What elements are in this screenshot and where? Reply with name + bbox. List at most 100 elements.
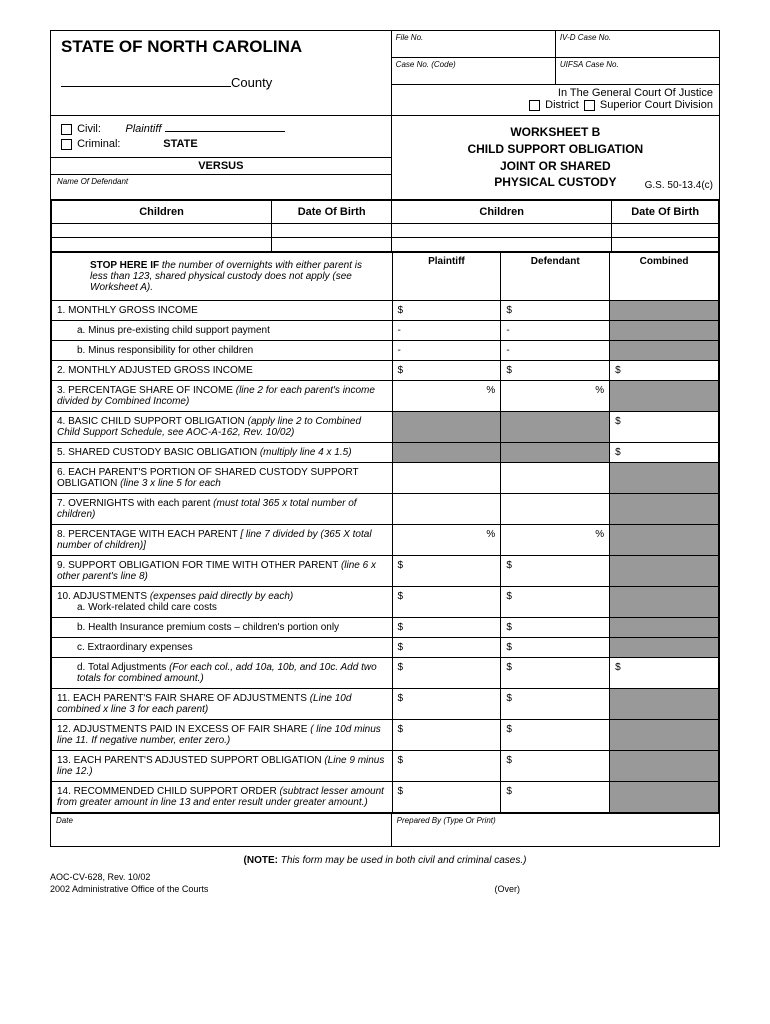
r4-p	[392, 412, 501, 443]
r3-d[interactable]: %	[501, 381, 610, 412]
row-11: 11. EACH PARENT'S FAIR SHARE OF ADJUSTME…	[52, 689, 719, 720]
row-3: 3. PERCENTAGE SHARE OF INCOME (line 2 fo…	[52, 381, 719, 412]
r7-p[interactable]	[392, 494, 501, 525]
ws-line1: WORKSHEET B	[396, 124, 715, 141]
r10d-d[interactable]: $	[501, 658, 610, 689]
r10b-label: b. Health Insurance premium costs – chil…	[52, 618, 393, 638]
r8-p[interactable]: %	[392, 525, 501, 556]
r3-p[interactable]: %	[392, 381, 501, 412]
r10c-d[interactable]: $	[501, 638, 610, 658]
row-7: 7. OVERNIGHTS with each parent (must tot…	[52, 494, 719, 525]
r6-d[interactable]	[501, 463, 610, 494]
r9-d[interactable]: $	[501, 556, 610, 587]
header-row: STATE OF NORTH CAROLINA County File No. …	[51, 31, 719, 116]
row-1: 1. MONTHLY GROSS INCOME $ $	[52, 301, 719, 321]
r10b-p[interactable]: $	[392, 618, 501, 638]
r1a-label: a. Minus pre-existing child support paym…	[52, 321, 393, 341]
children-table: Children Date Of Birth Children Date Of …	[51, 200, 719, 252]
r1b-p[interactable]: -	[392, 341, 501, 361]
r5-c[interactable]: $	[610, 443, 719, 463]
county-input-line[interactable]	[61, 86, 231, 87]
civil-checkbox[interactable]	[61, 124, 72, 135]
row-14: 14. RECOMMENDED CHILD SUPPORT ORDER (sub…	[52, 782, 719, 813]
r8-d[interactable]: %	[501, 525, 610, 556]
case-code-cell[interactable]: Case No. (Code)	[392, 58, 556, 84]
r1a-p[interactable]: -	[392, 321, 501, 341]
calc-table: STOP HERE IF the number of overnights wi…	[51, 252, 719, 813]
form-container: STATE OF NORTH CAROLINA County File No. …	[50, 30, 720, 847]
r10b-d[interactable]: $	[501, 618, 610, 638]
r10c-p[interactable]: $	[392, 638, 501, 658]
row-6: 6. EACH PARENT'S PORTION OF SHARED CUSTO…	[52, 463, 719, 494]
r4-c[interactable]: $	[610, 412, 719, 443]
r6-p[interactable]	[392, 463, 501, 494]
r10c-c	[610, 638, 719, 658]
r6-c	[610, 463, 719, 494]
r5-label: 5. SHARED CUSTODY BASIC OBLIGATION (mult…	[52, 443, 393, 463]
uifsa-cell[interactable]: UIFSA Case No.	[556, 58, 719, 84]
r1-c	[610, 301, 719, 321]
versus: VERSUS	[51, 157, 391, 175]
civil-line: Civil: Plaintiff	[59, 123, 383, 135]
criminal-checkbox[interactable]	[61, 139, 72, 150]
r2-p[interactable]: $	[392, 361, 501, 381]
plaintiff-input-line[interactable]	[165, 131, 285, 132]
district-checkbox[interactable]	[529, 100, 540, 111]
r1-p[interactable]: $	[392, 301, 501, 321]
stop-cell: STOP HERE IF the number of overnights wi…	[52, 253, 393, 301]
row-4: 4. BASIC CHILD SUPPORT OBLIGATION (apply…	[52, 412, 719, 443]
prepared-cell[interactable]: Prepared By (Type Or Print)	[392, 814, 719, 846]
district-label: District	[545, 99, 579, 111]
r10c-label: c. Extraordinary expenses	[52, 638, 393, 658]
r11-c	[610, 689, 719, 720]
file-no-cell[interactable]: File No.	[392, 31, 556, 57]
r10-p[interactable]: $	[392, 587, 501, 618]
defendant-label[interactable]: Name Of Defendant	[51, 175, 391, 195]
form-info: AOC-CV-628, Rev. 10/02 2002 Administrati…	[50, 870, 208, 894]
row-9: 9. SUPPORT OBLIGATION FOR TIME WITH OTHE…	[52, 556, 719, 587]
r10-d[interactable]: $	[501, 587, 610, 618]
gs-ref: G.S. 50-13.4(c)	[645, 179, 713, 193]
r1b-d[interactable]: -	[501, 341, 610, 361]
plaintiff-label: Plaintiff	[125, 123, 161, 135]
r12-p[interactable]: $	[392, 720, 501, 751]
r9-p[interactable]: $	[392, 556, 501, 587]
r10-label: 10. ADJUSTMENTS (expenses paid directly …	[52, 587, 393, 618]
r7-c	[610, 494, 719, 525]
ivd-cell[interactable]: IV-D Case No.	[556, 31, 719, 57]
r13-d[interactable]: $	[501, 751, 610, 782]
r14-p[interactable]: $	[392, 782, 501, 813]
r8-c	[610, 525, 719, 556]
r7-d[interactable]	[501, 494, 610, 525]
r14-d[interactable]: $	[501, 782, 610, 813]
r10d-p[interactable]: $	[392, 658, 501, 689]
county-line: County	[61, 75, 381, 90]
r3-c	[610, 381, 719, 412]
r10d-c[interactable]: $	[610, 658, 719, 689]
r1a-d[interactable]: -	[501, 321, 610, 341]
r11-d[interactable]: $	[501, 689, 610, 720]
r1-d[interactable]: $	[501, 301, 610, 321]
r10-c	[610, 587, 719, 618]
row-12: 12. ADJUSTMENTS PAID IN EXCESS OF FAIR S…	[52, 720, 719, 751]
r2-d[interactable]: $	[501, 361, 610, 381]
note: (NOTE: This form may be used in both civ…	[50, 855, 720, 866]
date-cell[interactable]: Date	[51, 814, 392, 846]
court-line1: In The General Court Of Justice	[398, 87, 713, 99]
header-left: STATE OF NORTH CAROLINA County	[51, 31, 392, 115]
r3-label: 3. PERCENTAGE SHARE OF INCOME (line 2 fo…	[52, 381, 393, 412]
blank-row-2[interactable]	[52, 238, 719, 252]
r2-c[interactable]: $	[610, 361, 719, 381]
header-right: File No. IV-D Case No. Case No. (Code) U…	[392, 31, 719, 115]
superior-checkbox[interactable]	[584, 100, 595, 111]
parties-row: Civil: Plaintiff Criminal: STATE VERSUS …	[51, 116, 719, 200]
r11-p[interactable]: $	[392, 689, 501, 720]
th-dob-2: Date Of Birth	[612, 201, 719, 224]
r12-d[interactable]: $	[501, 720, 610, 751]
th-dob-1: Date Of Birth	[272, 201, 392, 224]
col-combined: Combined	[610, 253, 719, 301]
r4-d	[501, 412, 610, 443]
r13-p[interactable]: $	[392, 751, 501, 782]
blank-row-1[interactable]	[52, 224, 719, 238]
th-children-1: Children	[52, 201, 272, 224]
